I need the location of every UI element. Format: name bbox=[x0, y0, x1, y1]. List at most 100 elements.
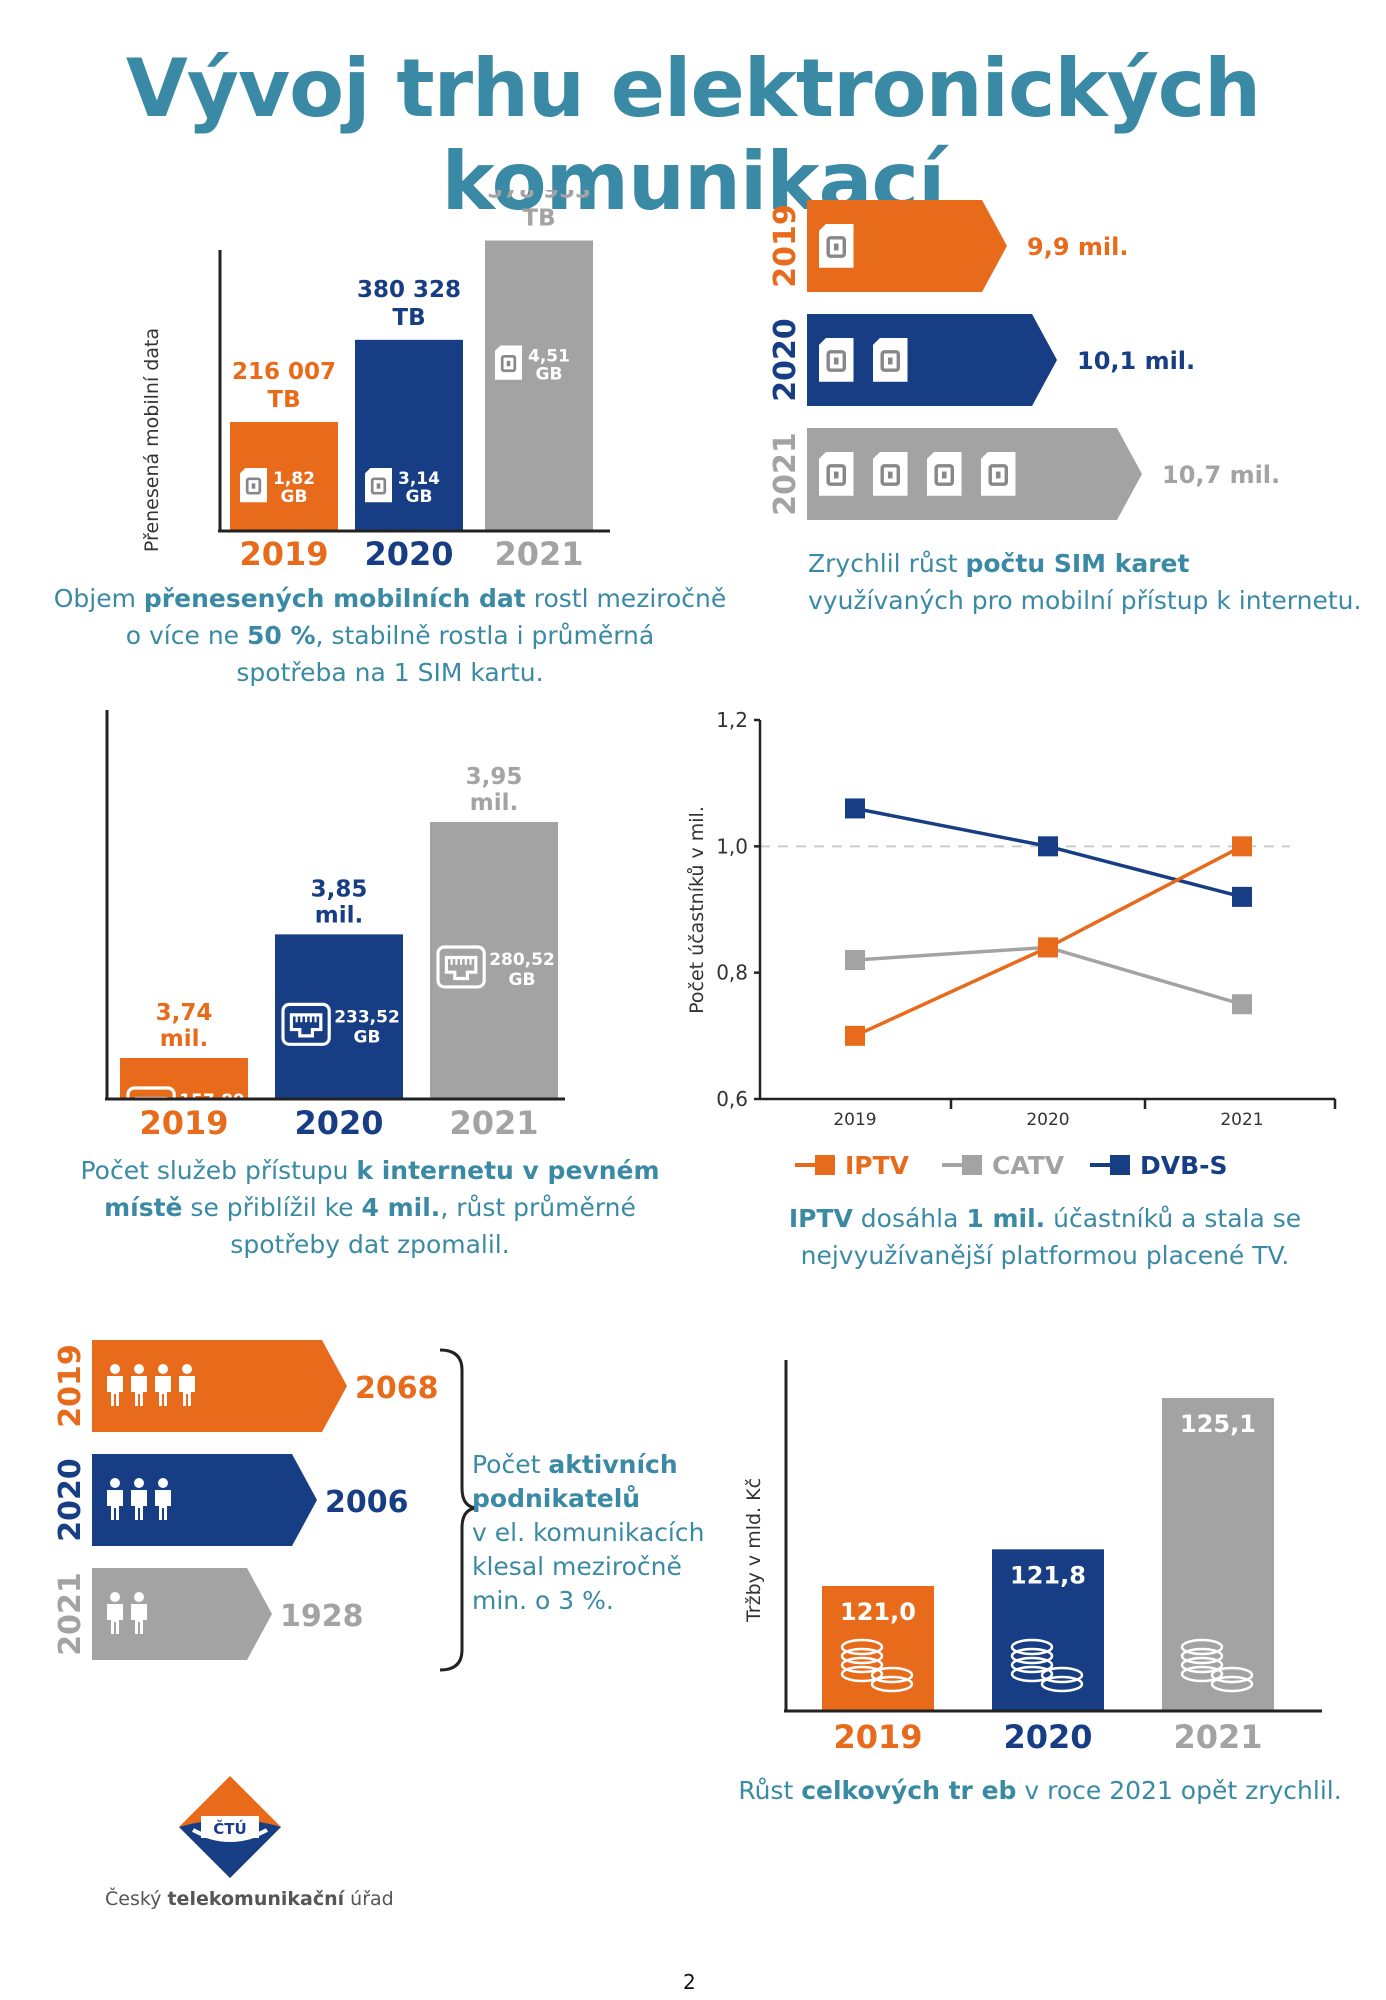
caption-text: Objem bbox=[53, 584, 144, 613]
sim-card-icon bbox=[365, 468, 392, 503]
caption-bold: počtu SIM karet bbox=[965, 549, 1190, 578]
caption-text: min. o 3 %. bbox=[472, 1586, 614, 1615]
value-label: 10,1 mil. bbox=[1077, 347, 1195, 375]
caption-bold: 1 mil. bbox=[966, 1204, 1046, 1233]
bar-2019 bbox=[807, 200, 1007, 292]
tick-label: 2021 bbox=[53, 1572, 88, 1656]
value-label: 121,0 bbox=[840, 1598, 916, 1626]
tick-label: 2019 bbox=[768, 204, 803, 288]
caption-bold: přenesených mobilních dat bbox=[143, 584, 526, 613]
point-IPTV bbox=[845, 1025, 865, 1046]
y-axis-label: Přenesená mobilní data bbox=[141, 328, 163, 552]
bar-2021 bbox=[807, 428, 1142, 520]
ethernet-port-icon bbox=[126, 1086, 176, 1130]
sim-card-icon bbox=[927, 452, 962, 496]
value-label: 380 328 bbox=[357, 277, 461, 303]
sim-card-icon bbox=[495, 345, 522, 380]
caption-text: o více ne bbox=[125, 621, 247, 650]
value-label: 2068 bbox=[355, 1371, 439, 1406]
bar-2020 bbox=[92, 1454, 317, 1546]
page-title: Vývoj trhu elektronických komunikací bbox=[125, 42, 1261, 228]
tick-label: 2019 bbox=[239, 535, 328, 573]
tick-label: 2019 bbox=[833, 1718, 922, 1756]
ethernet-port-icon bbox=[436, 945, 486, 989]
per-sim-value: 4,51 bbox=[528, 347, 570, 367]
per-line-unit: GB bbox=[199, 1111, 226, 1131]
x-tick-label: 2019 bbox=[833, 1110, 876, 1130]
bar-2020 bbox=[807, 314, 1057, 406]
ctu-logo: ČTÚ bbox=[179, 1776, 281, 1878]
fixed-internet-chart: 3,74mil.157,89GB20193,85mil.233,52GB2020… bbox=[105, 710, 565, 1142]
caption-text: dosáhla bbox=[852, 1204, 967, 1233]
tick-label: 2020 bbox=[294, 1104, 383, 1142]
caption-text: spotřeba na 1 SIM kartu. bbox=[236, 658, 544, 687]
y-axis-label: Tržby v mld. Kč bbox=[743, 1478, 765, 1623]
y-tick-label: 1,2 bbox=[716, 708, 748, 732]
tick-label: 2019 bbox=[53, 1344, 88, 1428]
point-DVB-S bbox=[845, 798, 865, 819]
logo-name-part: Český bbox=[105, 1888, 168, 1910]
legend-marker bbox=[962, 1155, 982, 1175]
coins-icon bbox=[1010, 1638, 1084, 1693]
value-label: 1928 bbox=[280, 1599, 364, 1634]
caption-bold: místě bbox=[104, 1193, 183, 1222]
legend-marker bbox=[815, 1155, 835, 1175]
legend-label: DVB-S bbox=[1140, 1151, 1228, 1180]
value-label: 10,7 mil. bbox=[1162, 461, 1280, 489]
unit-label: mil. bbox=[470, 790, 518, 816]
per-line-unit: GB bbox=[354, 1027, 381, 1047]
sim-card-icon bbox=[873, 452, 908, 496]
point-IPTV bbox=[1038, 937, 1058, 958]
tick-label: 2020 bbox=[364, 535, 453, 573]
revenue-chart: 121,0 2019 121,8 2020 125,1 2021 Tržby v mld.… bbox=[743, 1360, 1322, 1756]
per-sim-unit: GB bbox=[536, 365, 563, 385]
tv-caption: IPTV dosáhla 1 mil. účastníků a stala se… bbox=[740, 1200, 1350, 1274]
caption-text: nejvyužívanější platformou placené TV. bbox=[800, 1241, 1290, 1270]
logo-name-part: úřad bbox=[344, 1888, 394, 1910]
caption-bold: 50 % bbox=[247, 621, 316, 650]
y-tick-label: 1,0 bbox=[716, 834, 748, 858]
mobile-data-caption: Objem přenesených mobilních dat rostl me… bbox=[50, 580, 730, 691]
legend-label: IPTV bbox=[845, 1151, 910, 1180]
ethernet-port-icon bbox=[281, 1002, 331, 1046]
caption-text: se přiblížil ke bbox=[182, 1193, 362, 1222]
tick-label: 2020 bbox=[53, 1458, 88, 1542]
caption-text: Počet služeb přístupu bbox=[80, 1156, 357, 1185]
caption-text: Růst bbox=[738, 1776, 802, 1805]
unit-label: TB bbox=[522, 206, 555, 232]
caption-bold: IPTV bbox=[788, 1204, 853, 1233]
y-axis-label: Počet účastníků v mil. bbox=[686, 806, 708, 1014]
point-IPTV bbox=[1232, 836, 1252, 857]
sim-card-icon bbox=[981, 452, 1016, 496]
point-CATV bbox=[845, 950, 865, 971]
per-line-unit: GB bbox=[509, 970, 536, 990]
per-sim-unit: GB bbox=[281, 487, 308, 507]
value-label: 9,9 mil. bbox=[1027, 233, 1128, 261]
unit-label: mil. bbox=[160, 1026, 208, 1052]
caption-text: , stabilně rostla i průměrná bbox=[315, 621, 655, 650]
per-line-value: 280,52 bbox=[489, 950, 555, 970]
legend-label: CATV bbox=[992, 1151, 1065, 1180]
caption-text: , růst průměrné bbox=[440, 1193, 636, 1222]
sim-card-icon bbox=[873, 338, 908, 382]
bar-2021 bbox=[485, 240, 593, 530]
caption-bold: podnikatelů bbox=[472, 1484, 641, 1513]
legend-marker bbox=[1110, 1155, 1130, 1175]
person-icon bbox=[107, 1478, 123, 1520]
person-icon bbox=[131, 1592, 147, 1634]
unit-label: TB bbox=[392, 305, 425, 331]
x-tick-label: 2020 bbox=[1026, 1110, 1069, 1130]
per-line-value: 233,52 bbox=[334, 1007, 400, 1027]
coins-icon bbox=[840, 1638, 914, 1693]
businesses-caption: Počet aktivních podnikatelů v el. komuni… bbox=[472, 1448, 712, 1618]
revenue-caption: Růst celkových tr eb v roce 2021 opět zr… bbox=[720, 1772, 1360, 1809]
person-icon bbox=[155, 1478, 171, 1520]
sim-count-chart: 2019 9,9 mil. 2020 10,1 mil. 2021 10,7 mil. bbox=[768, 200, 1280, 520]
person-icon bbox=[107, 1364, 123, 1406]
tick-label: 2019 bbox=[139, 1104, 228, 1142]
tv-subscribers-chart: 0,6 0,8 1,0 1,2 2019 2020 2021 IPTV CATV DVB-S P… bbox=[686, 708, 1337, 1180]
caption-text: klesal meziročně bbox=[472, 1552, 682, 1581]
value-label: 3,85 bbox=[311, 876, 368, 902]
point-CATV bbox=[1232, 994, 1252, 1015]
